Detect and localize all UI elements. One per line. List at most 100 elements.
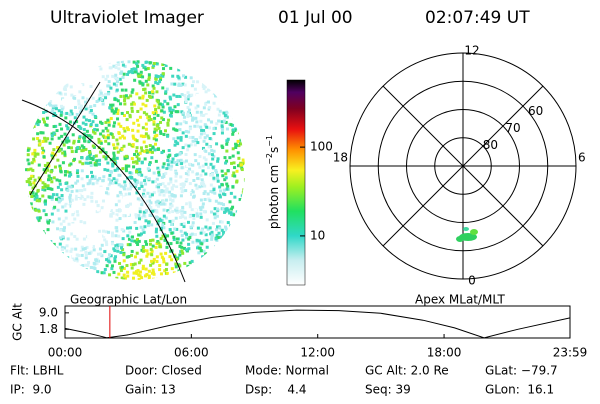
pixel [95,159,99,163]
pixel [83,205,87,209]
pixel [220,220,224,224]
pixel [196,162,200,166]
pixel [98,176,102,180]
pixel [43,64,47,68]
pixel [191,240,195,244]
pixel [149,201,153,205]
pixel [73,267,77,271]
pixel [78,90,82,94]
pixel [63,170,67,174]
pixel [30,195,34,199]
pixel [155,234,159,238]
pixel [171,219,175,223]
pixel [240,216,244,220]
pixel [45,64,49,68]
status-field: GLon: 16.1 [485,383,554,397]
pixel [235,65,239,69]
pixel [75,65,79,69]
pixel [101,129,105,133]
pixel [46,261,50,265]
pixel [187,242,191,246]
pixel [93,60,97,64]
pixel [47,90,51,94]
pixel [44,64,48,68]
pixel [184,172,188,176]
pixel [243,83,245,87]
pixel [133,70,137,74]
pixel [173,143,177,147]
pixel [210,235,214,239]
pixel [161,200,165,204]
pixel [51,74,55,78]
pixel [115,88,119,92]
pixel [131,235,135,239]
pixel [244,124,245,128]
pixel [36,136,40,140]
pixel [184,129,188,133]
pixel [243,128,245,132]
pixel [35,113,39,117]
pixel [231,72,235,76]
pixel [142,111,146,115]
pixel [123,64,127,68]
pixel [220,144,224,148]
mlt-label: 12 [464,44,479,58]
pixel [158,80,162,84]
pixel [43,199,47,203]
pixel [45,116,49,120]
pixel [180,190,184,194]
pixel [62,226,66,230]
pixel [114,83,118,87]
pixel [140,232,144,236]
pixel [144,91,148,95]
pixel [97,241,101,245]
pixel [37,81,41,85]
pixel [114,66,118,70]
pixel [114,181,118,185]
pixel [212,188,216,192]
pixel [169,66,173,70]
pixel [41,131,45,135]
pixel [32,226,36,230]
pixel [221,100,225,104]
pixel [184,97,188,101]
pixel [119,82,123,86]
pixel [62,270,66,274]
pixel [127,237,131,241]
pixel [185,236,189,240]
pixel [175,153,179,157]
pixel [56,227,60,231]
pixel [124,169,128,173]
pixel [98,64,102,68]
pixel [203,190,207,194]
pixel [112,82,116,86]
pixel [56,158,60,162]
pixel [179,186,183,190]
pixel [206,166,210,170]
pixel [158,243,162,247]
pixel [40,245,44,249]
pixel [157,168,161,172]
pixel [198,135,202,139]
pixel [109,66,113,70]
pixel [202,87,206,91]
pixel [52,148,56,152]
pixel [99,227,103,231]
pixel [143,157,147,161]
pixel [139,258,143,262]
pixel [190,208,194,212]
pixel [181,182,185,186]
pixel [236,164,240,168]
pixel [35,249,39,253]
pixel [113,257,117,261]
pixel [195,76,199,80]
pixel [107,120,111,124]
pixel [78,260,82,264]
pixel [66,185,70,189]
pixel [139,74,143,78]
pixel [147,118,151,122]
pixel [225,207,229,211]
pixel [64,77,68,81]
pixel [160,255,164,259]
pixel [184,248,188,252]
